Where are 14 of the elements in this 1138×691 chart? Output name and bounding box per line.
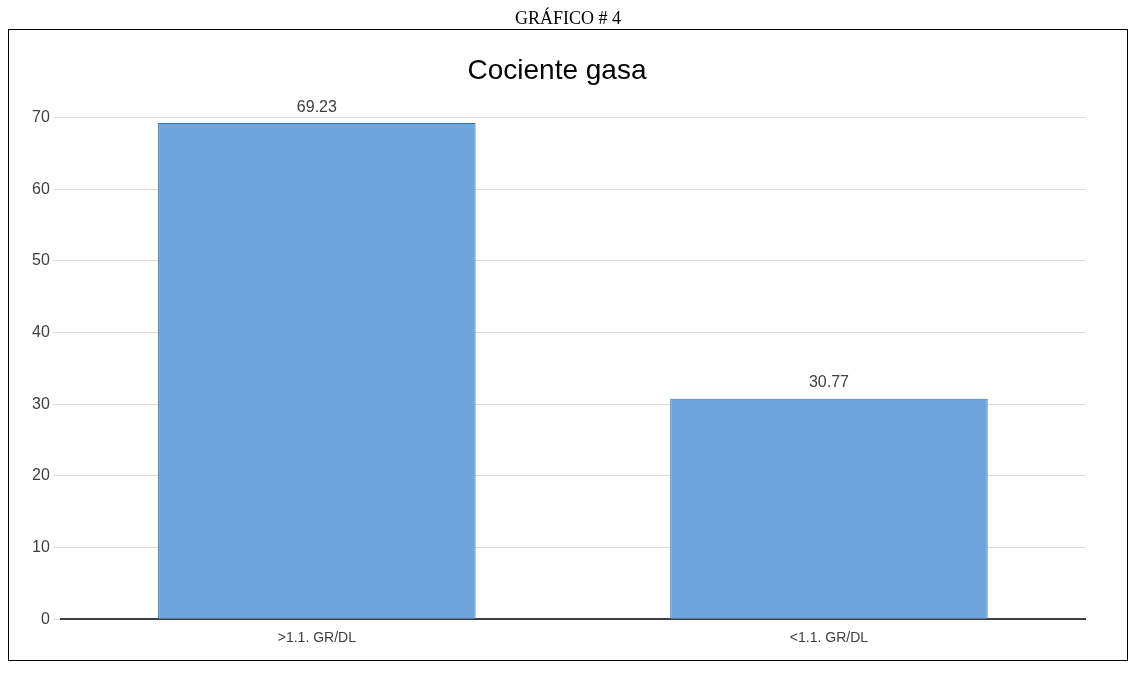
y-tick-label: 0 (40, 609, 50, 627)
y-tick-label: 40 (32, 322, 50, 340)
chart-title: Cociente gasa (467, 53, 647, 85)
data-label: 69.23 (296, 97, 337, 115)
x-tick-label: <1.1. GR/DL (789, 629, 869, 646)
y-tick-label: 30 (32, 394, 50, 412)
y-tick-label: 70 (32, 108, 50, 126)
data-label: 30.77 (808, 373, 850, 391)
y-tick-label: 60 (32, 179, 50, 197)
text: GRÁFICO # 4 (514, 8, 622, 29)
x-tick-label: >1.1. GR/DL (277, 629, 357, 646)
y-tick-label: 50 (32, 251, 50, 269)
y-tick-label: 20 (32, 466, 50, 484)
y-tick-label: 10 (32, 537, 50, 555)
